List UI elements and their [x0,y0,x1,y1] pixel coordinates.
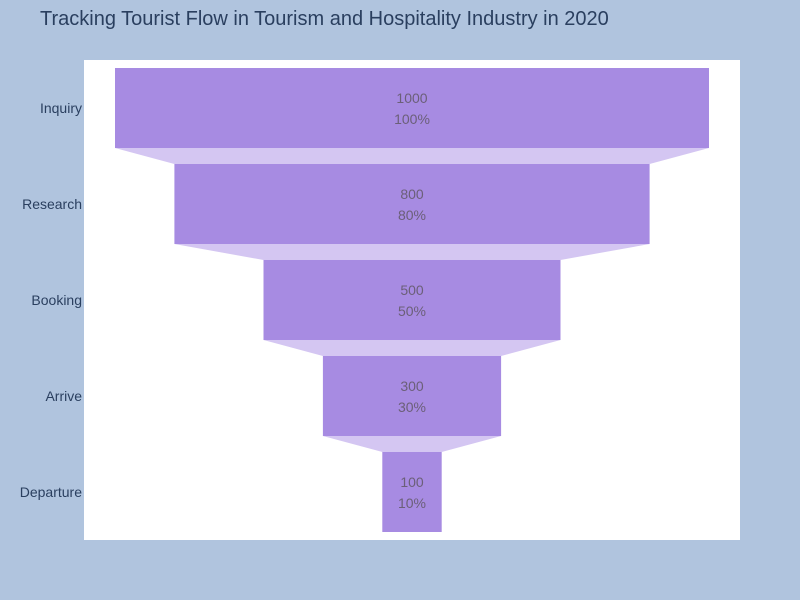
stage-labels: Inquiry Research Booking Arrive Departure [20,100,82,500]
stage-label-research: Research [22,196,82,212]
stage-label-booking: Booking [31,292,82,308]
funnel-bar-research[interactable] [174,164,650,244]
value-label-arrive: 300 [400,378,424,394]
percent-label-inquiry: 100% [394,111,430,127]
funnel-bar-booking[interactable] [263,260,561,340]
connector-inquiry-to-research [115,148,709,164]
percent-label-arrive: 30% [398,399,426,415]
value-label-departure: 100 [400,474,424,490]
percent-label-booking: 50% [398,303,426,319]
value-label-booking: 500 [400,282,424,298]
value-labels: 1000 100% 800 80% 500 50% 300 30% 100 10% [394,90,430,511]
connector-arrive-to-departure [322,436,502,452]
chart-title: Tracking Tourist Flow in Tourism and Hos… [40,8,609,30]
funnel-bar-inquiry[interactable] [115,68,709,148]
funnel-bar-departure[interactable] [382,452,442,532]
value-label-inquiry: 1000 [396,90,427,106]
funnel-bars [115,68,709,532]
stage-label-departure: Departure [20,484,82,500]
funnel-bar-arrive[interactable] [322,356,502,436]
percent-label-departure: 10% [398,495,426,511]
percent-label-research: 80% [398,207,426,223]
funnel-connectors [115,148,709,452]
stage-label-arrive: Arrive [45,388,82,404]
stage-label-inquiry: Inquiry [40,100,82,116]
connector-research-to-booking [174,244,650,260]
connector-booking-to-arrive [263,340,561,356]
value-label-research: 800 [400,186,424,202]
